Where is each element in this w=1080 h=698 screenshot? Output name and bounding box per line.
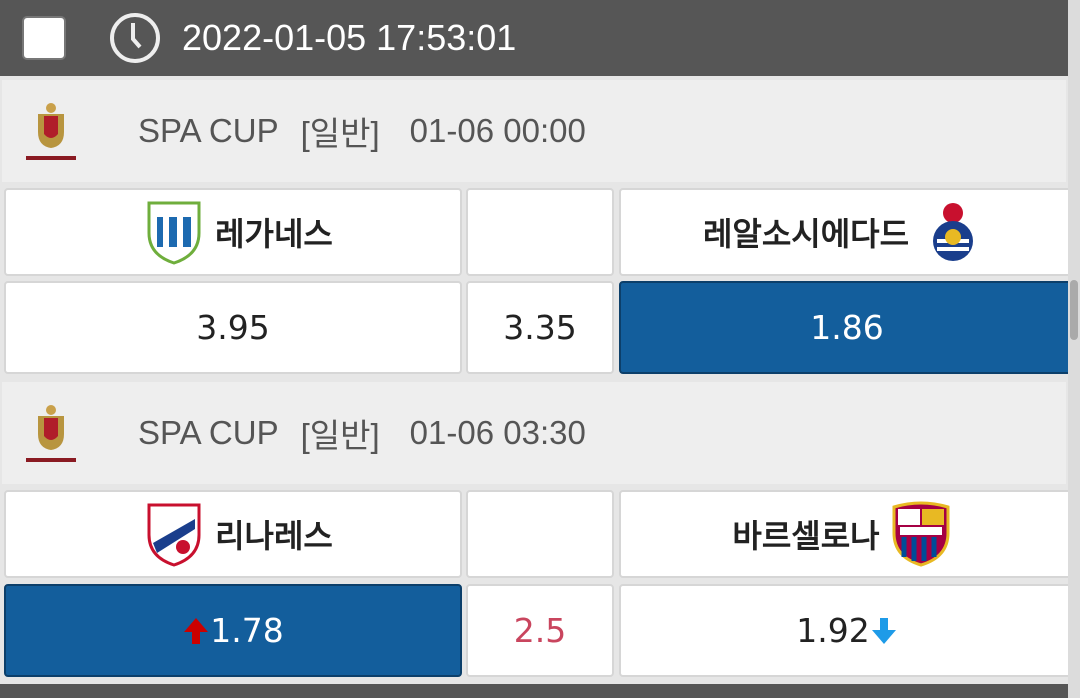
home-team: 리나레스 <box>4 490 462 578</box>
league-name: SPA CUP <box>138 112 279 149</box>
fc-barcelona-badge <box>892 501 950 567</box>
home-team: 레가네스 <box>4 188 462 276</box>
away-team: 바르셀로나 <box>619 490 1075 578</box>
select-checkbox[interactable] <box>22 16 66 60</box>
handicap-odds-button[interactable]: 2.5 <box>466 584 614 677</box>
handicap-value: 2.5 <box>513 611 567 650</box>
match-time: 01-06 03:30 <box>409 414 586 451</box>
copa-del-rey-logo <box>26 405 76 462</box>
home-odds-button[interactable]: 1.78 <box>4 584 462 677</box>
scrollbar-thumb[interactable] <box>1070 280 1078 340</box>
bet-type: [일반] <box>300 115 380 152</box>
draw-odds: 3.35 <box>503 308 577 347</box>
home-team-name: 레가네스 <box>215 215 333 253</box>
current-datetime: 2022-01-05 17:53:01 <box>182 17 517 58</box>
copa-del-rey-logo <box>26 103 76 160</box>
away-team-name: 바르셀로나 <box>732 517 880 555</box>
away-odds-button[interactable]: 1.92 <box>619 584 1075 677</box>
draw-header <box>466 188 614 276</box>
away-odds: 1.92 <box>796 611 870 650</box>
bet-type: [일반] <box>300 417 380 454</box>
match-time: 01-06 00:00 <box>409 112 586 149</box>
clock-icon <box>110 13 160 63</box>
top-bar: 2022-01-05 17:53:01 <box>0 0 1068 76</box>
bottom-bar <box>0 684 1068 698</box>
away-odds: 1.86 <box>810 308 884 347</box>
arrow-down-icon <box>871 617 896 644</box>
arrow-up-icon <box>184 617 209 644</box>
real-sociedad-badge <box>933 203 974 261</box>
home-odds-button[interactable]: 3.95 <box>4 281 462 374</box>
handicap-header <box>466 490 614 578</box>
scrollbar[interactable] <box>1068 0 1080 698</box>
league-name: SPA CUP <box>138 414 279 451</box>
match-header: SPA CUP [일반] 01-06 00:00 <box>2 80 1066 182</box>
away-odds-button[interactable]: 1.86 <box>619 281 1075 374</box>
leganes-badge <box>147 201 201 265</box>
home-odds: 1.78 <box>210 611 284 650</box>
home-team-name: 리나레스 <box>215 517 333 555</box>
away-team-name: 레알소시에다드 <box>702 215 910 253</box>
match-header: SPA CUP [일반] 01-06 03:30 <box>2 382 1066 484</box>
home-odds: 3.95 <box>196 308 270 347</box>
away-team: 레알소시에다드 <box>619 188 1075 276</box>
draw-odds-button[interactable]: 3.35 <box>466 281 614 374</box>
linares-badge <box>147 503 201 567</box>
